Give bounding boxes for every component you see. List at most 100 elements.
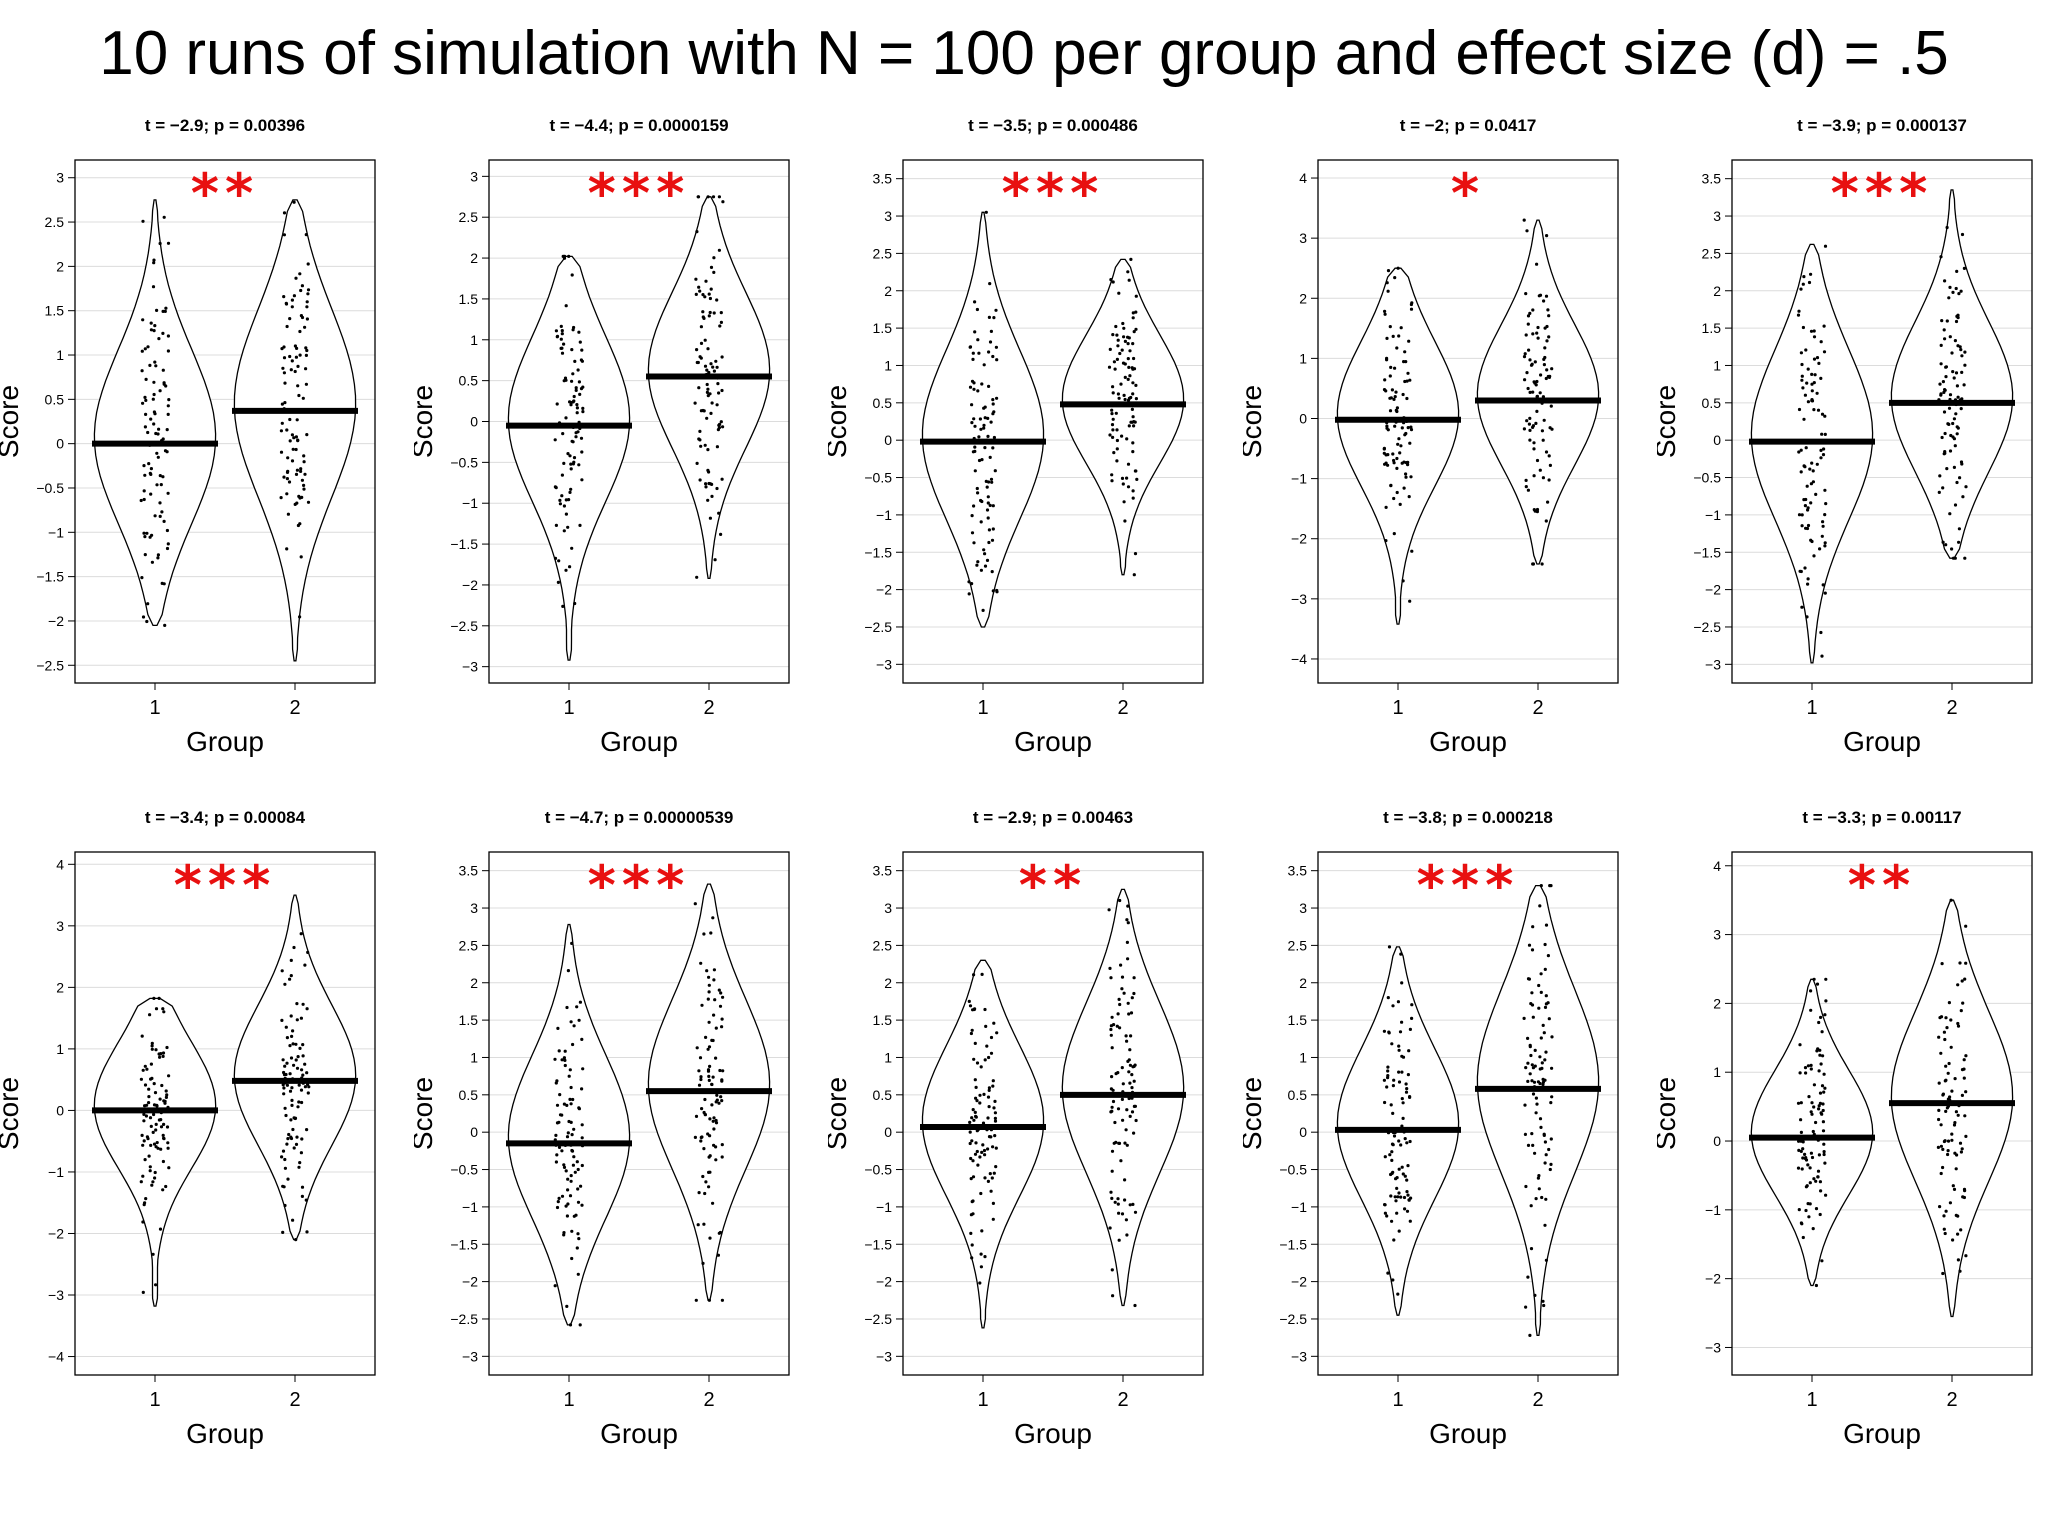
data-point — [1964, 1134, 1968, 1138]
data-point — [991, 589, 995, 593]
data-point — [1389, 365, 1393, 369]
data-point — [570, 941, 574, 945]
data-point — [1943, 1079, 1947, 1083]
data-point — [1386, 1074, 1390, 1078]
data-point — [993, 1099, 997, 1103]
data-point — [142, 1139, 146, 1143]
data-point — [1406, 371, 1410, 375]
data-point — [152, 392, 156, 397]
data-point — [703, 338, 707, 342]
data-point — [1958, 476, 1962, 480]
data-point — [1128, 1048, 1132, 1052]
data-point — [720, 1025, 724, 1029]
data-point — [704, 279, 708, 283]
data-point — [988, 340, 993, 344]
data-point — [711, 1038, 715, 1043]
data-point — [146, 345, 150, 349]
significance-stars: *** — [588, 854, 691, 917]
data-point — [994, 1165, 998, 1169]
data-point — [1390, 1219, 1394, 1223]
data-point — [1113, 1200, 1117, 1204]
data-point — [1823, 541, 1827, 545]
data-point — [570, 1229, 574, 1233]
data-point — [1799, 470, 1803, 474]
panel-title: t = −2.9; p = 0.00396 — [145, 116, 305, 135]
significance-stars: ** — [191, 162, 259, 225]
data-point — [987, 528, 991, 532]
data-point — [979, 520, 983, 524]
data-point — [562, 1231, 566, 1235]
data-point — [297, 393, 301, 398]
data-point — [302, 460, 306, 464]
data-point — [303, 325, 307, 329]
y-tick-label: 0 — [1713, 432, 1721, 448]
data-point — [1403, 379, 1407, 384]
data-point — [1524, 485, 1528, 489]
data-point — [1937, 1035, 1941, 1039]
y-tick-label: −3 — [1291, 1348, 1307, 1364]
data-point — [1529, 1204, 1533, 1208]
data-point — [1940, 435, 1944, 440]
data-point — [1408, 1095, 1412, 1099]
data-point — [1114, 1072, 1118, 1076]
y-tick-label: −0.5 — [450, 454, 478, 470]
data-point — [282, 371, 286, 375]
data-point — [1528, 390, 1532, 394]
data-point — [568, 1194, 573, 1198]
data-point — [710, 1082, 714, 1087]
data-point — [1122, 326, 1126, 330]
data-point — [1529, 1247, 1534, 1251]
data-point — [140, 349, 144, 353]
data-point — [141, 219, 145, 223]
data-point — [1818, 1091, 1823, 1095]
data-point — [1943, 388, 1947, 392]
data-point — [994, 308, 998, 312]
data-point — [575, 411, 579, 415]
data-point — [973, 1007, 977, 1011]
data-point — [1815, 1049, 1819, 1053]
data-point — [153, 360, 157, 364]
data-point — [1387, 945, 1392, 949]
y-tick-label: 2.5 — [1702, 245, 1722, 261]
panel-title: t = −3.8; p = 0.000218 — [1383, 808, 1553, 827]
data-point — [1401, 1172, 1405, 1176]
data-point — [720, 1017, 724, 1021]
data-point — [1526, 322, 1530, 326]
y-tick-label: 3.5 — [1288, 863, 1308, 879]
data-point — [1123, 519, 1127, 523]
data-point — [152, 422, 156, 426]
data-point — [991, 412, 995, 416]
y-tick-label: 3.5 — [873, 863, 893, 879]
data-point — [148, 1013, 152, 1017]
data-point — [1810, 372, 1814, 376]
data-point — [564, 1169, 568, 1173]
data-point — [1543, 1140, 1547, 1144]
y-tick-label: 0.5 — [873, 395, 893, 411]
data-point — [1952, 376, 1956, 380]
data-point — [1121, 1118, 1125, 1122]
violin-group-2 — [1476, 219, 1600, 565]
data-point — [1944, 1016, 1948, 1020]
data-point — [153, 1176, 157, 1180]
data-point — [1821, 520, 1825, 524]
data-point — [706, 997, 710, 1001]
data-point — [288, 1044, 292, 1048]
data-point — [292, 436, 296, 440]
data-point — [1121, 361, 1126, 365]
data-point — [563, 376, 568, 380]
violin-group-2 — [1476, 884, 1600, 1337]
data-point — [290, 459, 295, 463]
data-point — [290, 433, 294, 437]
data-point — [1823, 488, 1827, 492]
data-point — [300, 284, 304, 288]
data-point — [1386, 1065, 1390, 1069]
data-point — [982, 426, 986, 430]
data-point — [1801, 1147, 1805, 1151]
data-point — [1821, 1054, 1825, 1058]
data-point — [1820, 654, 1824, 658]
data-point — [1393, 1195, 1397, 1199]
data-point — [576, 1200, 581, 1204]
y-tick-label: 1.5 — [1288, 1012, 1308, 1028]
data-point — [300, 495, 304, 499]
data-point — [1126, 342, 1130, 346]
